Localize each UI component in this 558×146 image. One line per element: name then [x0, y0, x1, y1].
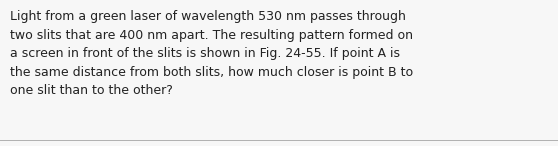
Text: Light from a green laser of wavelength 530 nm passes through
two slits that are : Light from a green laser of wavelength 5…	[10, 10, 413, 97]
